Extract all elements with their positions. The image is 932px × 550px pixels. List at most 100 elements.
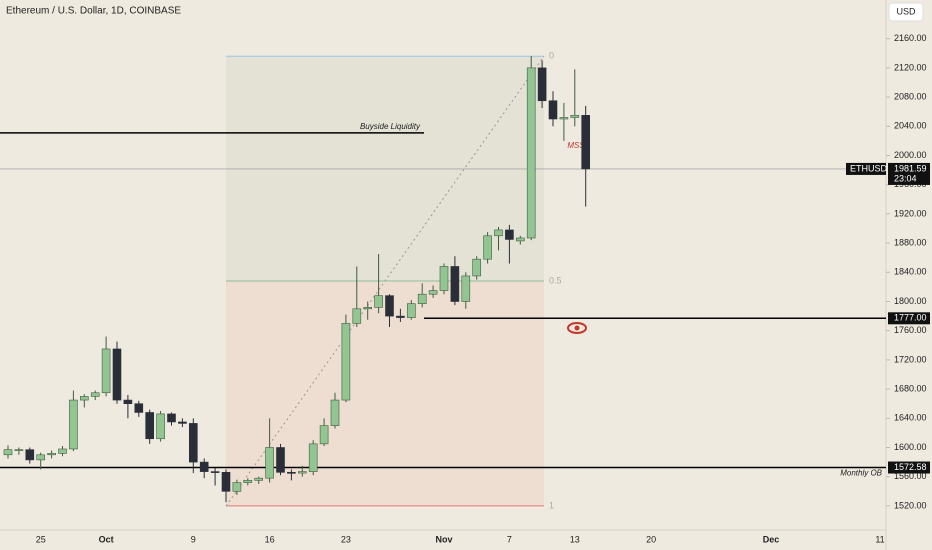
chart-title: Ethereum / U.S. Dollar, 1D, COINBASE [6, 6, 181, 17]
x-tick-label: 23 [341, 534, 351, 544]
y-tick-label: 1640.00 [894, 413, 927, 423]
candle-body [515, 237, 525, 242]
candle-body [112, 348, 122, 401]
candle-body [308, 443, 318, 472]
x-tick-label: 25 [36, 534, 46, 544]
candle-body [178, 421, 187, 424]
candle-body [385, 295, 394, 317]
candle-body [450, 266, 460, 302]
candle-body [276, 447, 285, 473]
candle-body [189, 423, 198, 463]
candle-body [232, 482, 242, 492]
y-tick-label: 1720.00 [894, 354, 927, 364]
candle-body [69, 399, 78, 450]
x-tick-label: 7 [507, 534, 512, 544]
candle-body [199, 461, 209, 472]
y-tick-label: 2160.00 [894, 33, 927, 43]
candle-body [374, 295, 383, 308]
level-label: 1777.00 [894, 313, 927, 323]
x-tick-label: Oct [99, 534, 114, 544]
fib-trend-line [225, 55, 545, 507]
x-tick-label: 16 [265, 534, 275, 544]
y-tick-label: 2000.00 [894, 150, 927, 160]
candle-body [3, 449, 13, 456]
candle-body [537, 67, 547, 102]
candle-body [243, 480, 253, 483]
candle-body [548, 100, 558, 120]
candle-body [428, 290, 438, 295]
candle-body [167, 413, 176, 423]
candle-body [406, 303, 416, 318]
candle-body [297, 471, 307, 474]
currency-button[interactable] [888, 2, 924, 22]
candle-body [101, 348, 111, 394]
monthly-ob-label: Monthly OB [840, 469, 882, 478]
candle-body [287, 472, 296, 474]
candle-body [80, 396, 89, 401]
candle-body [526, 67, 536, 239]
y-tick-label: 1880.00 [894, 237, 927, 247]
candle-body [439, 266, 449, 291]
candle-body [210, 471, 220, 473]
countdown-label: 23:04 [894, 173, 917, 183]
candle-body [221, 472, 231, 492]
candle-body [47, 453, 56, 456]
candle-body [90, 392, 100, 397]
y-tick-label: 2120.00 [894, 62, 927, 72]
candle-body [36, 454, 46, 461]
candle-body [396, 315, 405, 318]
symbol-box [846, 162, 886, 175]
mss-label: MSS [567, 141, 585, 150]
currency-label: USD [896, 6, 916, 16]
y-tick-label: 1560.00 [894, 471, 927, 481]
candle-body [483, 235, 492, 260]
x-tick-label: 20 [646, 534, 656, 544]
last-price-label: 1981.59 [894, 163, 927, 173]
candle-body [559, 117, 569, 120]
y-tick-label: 1760.00 [894, 325, 927, 335]
candle-body [134, 403, 144, 413]
candle-body [341, 323, 351, 401]
symbol-label: ETHUSD [850, 163, 888, 173]
x-tick-label: Nov [435, 534, 452, 544]
candle-body [570, 115, 580, 118]
x-tick-label: Dec [763, 534, 780, 544]
candle-body [494, 229, 503, 237]
candle-body [25, 449, 35, 461]
buyside-label: Buyside Liquidity [360, 122, 421, 131]
x-tick-label: 13 [570, 534, 580, 544]
candle-body [14, 449, 24, 451]
candle-body [123, 399, 133, 405]
y-tick-label: 2080.00 [894, 91, 927, 101]
y-tick-label: 1680.00 [894, 383, 927, 393]
candle-body [352, 308, 362, 324]
y-tick-label: 1800.00 [894, 296, 927, 306]
candle-body [265, 447, 274, 479]
x-tick-label: 9 [191, 534, 196, 544]
monthly-ob-price: 1572.58 [894, 462, 927, 472]
candle-body [417, 293, 427, 304]
candle-body [581, 115, 591, 170]
candle-body [363, 307, 373, 310]
x-tick-label: 11 [875, 534, 884, 544]
candle-body [58, 448, 67, 454]
candle-body [254, 477, 263, 481]
monthly-ob-price-box [888, 461, 930, 474]
y-tick-label: 1520.00 [894, 500, 927, 510]
y-tick-label: 1840.00 [894, 267, 927, 277]
candle-body [472, 258, 482, 277]
fib-ratio-label: 0 [549, 51, 554, 61]
level-label-box [888, 312, 930, 325]
y-tick-label: 2040.00 [894, 121, 927, 131]
eye-icon[interactable] [567, 322, 587, 334]
candle-body [156, 413, 165, 440]
fib-ratio-label: 0.5 [549, 275, 562, 285]
candle-body [505, 229, 514, 240]
fib-ratio-label: 1 [549, 500, 554, 510]
y-tick-label: 1600.00 [894, 442, 927, 452]
candle-body [319, 425, 329, 445]
candle-body [330, 399, 340, 426]
candle-body [461, 275, 471, 302]
price-box [888, 162, 930, 185]
